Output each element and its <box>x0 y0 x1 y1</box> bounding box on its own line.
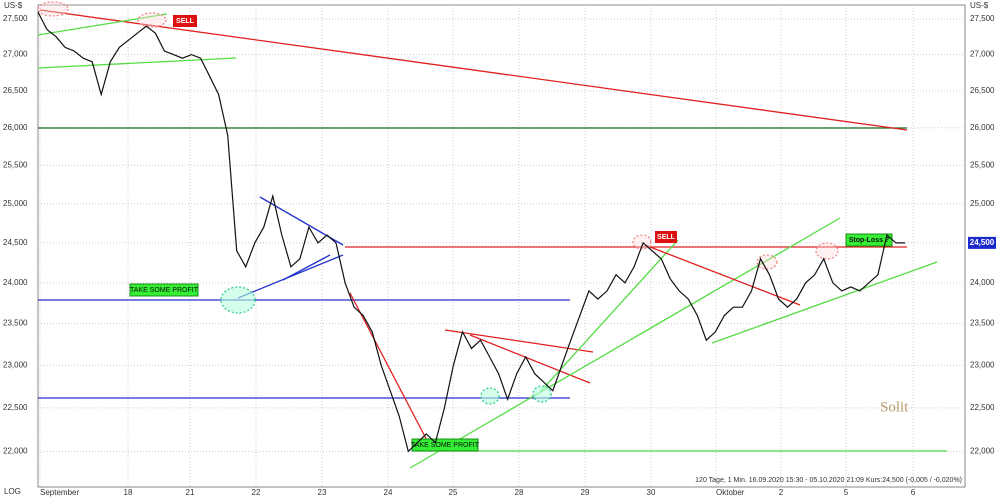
annotation: Stop-Loss ? <box>849 237 889 244</box>
drawings <box>37 1 947 469</box>
y-tick-label-right: 25,000 <box>970 199 995 208</box>
x-tick-label: 30 <box>647 488 656 497</box>
y-tick-label-right: 25,500 <box>970 160 995 169</box>
last-price-label: 24,500 <box>970 238 995 247</box>
x-tick-label: 18 <box>124 488 133 497</box>
x-tick-label: 24 <box>384 488 393 497</box>
y-tick-label: 25,500 <box>3 160 28 169</box>
x-tick-label: 6 <box>911 488 916 497</box>
x-tick-label: 28 <box>515 488 524 497</box>
y-unit-left: US-$ <box>4 1 23 10</box>
x-tick-label: Oktober <box>716 488 745 497</box>
y-tick-label: 27,000 <box>3 50 28 59</box>
y-tick-label: 24,500 <box>3 238 28 247</box>
x-tick-label: 21 <box>186 488 195 497</box>
x-tick-label: September <box>40 488 79 497</box>
y-tick-label-right: 26,500 <box>970 86 995 95</box>
y-tick-label: 27,500 <box>3 14 28 23</box>
y-tick-label-right: 27,000 <box>970 50 995 59</box>
y-tick-label-right: 24,000 <box>970 278 995 287</box>
y-tick-label-right: 26,000 <box>970 123 995 132</box>
x-tick-label: 22 <box>252 488 261 497</box>
y-tick-label: 26,500 <box>3 86 28 95</box>
annotation: TAKE SOME PROFIT <box>130 287 199 294</box>
annotation: SELL <box>176 18 195 25</box>
plot-frame <box>37 4 966 488</box>
y-tick-label: 23,500 <box>3 319 28 328</box>
y-tick-label-right: 23,000 <box>970 360 995 369</box>
y-tick-label: 26,000 <box>3 123 28 132</box>
x-tick-label: 23 <box>318 488 327 497</box>
x-tick-label: 25 <box>449 488 458 497</box>
price-line <box>37 11 905 453</box>
y-tick-label-right: 22,500 <box>970 403 995 412</box>
y-tick-label: 23,000 <box>3 360 28 369</box>
annotation: SELL <box>657 234 676 241</box>
x-tick-label: 29 <box>581 488 590 497</box>
x-tick-label: 2 <box>779 488 784 497</box>
y-tick-label: 22,500 <box>3 403 28 412</box>
logo: Solit <box>880 399 909 415</box>
y-tick-label-right: 22,000 <box>970 447 995 456</box>
y-tick-label: 24,000 <box>3 278 28 287</box>
y-tick-label-right: 27,500 <box>970 14 995 23</box>
annotation: TAKE SOME PROFIT <box>411 442 480 449</box>
y-unit-right: US-$ <box>970 1 989 10</box>
y-tick-label: 22,000 <box>3 447 28 456</box>
y-tick-label: 25,000 <box>3 199 28 208</box>
info: 120 Tage, 1 Min. 16.09.2020 15:30 - 05.1… <box>695 477 962 484</box>
last-price-box <box>968 236 996 249</box>
scale-label: LOG <box>4 487 21 496</box>
y-tick-label-right: 23,500 <box>970 319 995 328</box>
x-tick-label: 5 <box>844 488 849 497</box>
